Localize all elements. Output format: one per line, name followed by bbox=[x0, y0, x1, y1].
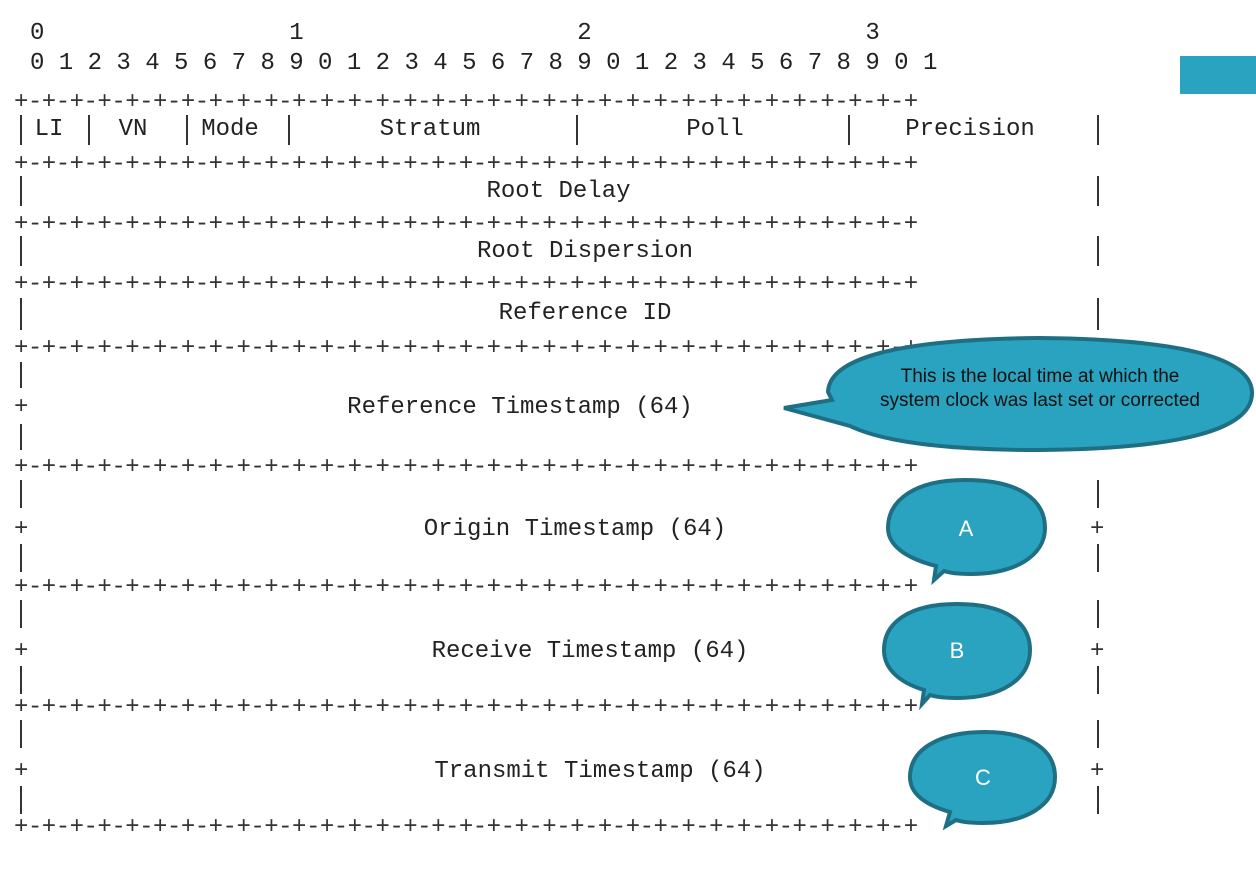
row-plus-marker: + bbox=[14, 638, 29, 665]
stratum-field: Stratum bbox=[379, 116, 481, 143]
root-dispersion-field: Root Dispersion bbox=[476, 238, 694, 265]
li-field: LI bbox=[34, 116, 64, 143]
field-border-left bbox=[20, 786, 22, 814]
reference-timestamp-field: Reference Timestamp (64) bbox=[347, 394, 693, 421]
field-border-right bbox=[1097, 298, 1099, 330]
reference-note-text: This is the local time at which the syst… bbox=[880, 366, 1200, 411]
field-border-right bbox=[1097, 786, 1099, 814]
bit-ruler-tens: 0 1 2 3 bbox=[30, 20, 880, 47]
field-divider bbox=[288, 115, 290, 145]
field-divider bbox=[88, 115, 90, 145]
origin-timestamp-field: Origin Timestamp (64) bbox=[423, 516, 727, 543]
precision-field: Precision bbox=[905, 116, 1035, 143]
field-border-right bbox=[1097, 236, 1099, 266]
callout-c-shape bbox=[907, 729, 1058, 831]
row-plus-marker: + bbox=[1090, 516, 1105, 543]
field-border-left bbox=[20, 720, 22, 748]
row-plus-marker: + bbox=[14, 758, 29, 785]
field-border-right bbox=[1097, 480, 1099, 508]
field-border-right bbox=[1097, 544, 1099, 572]
callout-b-label: B bbox=[949, 638, 965, 663]
row-separator: +-+-+-+-+-+-+-+-+-+-+-+-+-+-+-+-+-+-+-+-… bbox=[14, 335, 918, 362]
field-border-left bbox=[20, 298, 22, 330]
row-separator: +-+-+-+-+-+-+-+-+-+-+-+-+-+-+-+-+-+-+-+-… bbox=[14, 454, 918, 481]
row-separator: +-+-+-+-+-+-+-+-+-+-+-+-+-+-+-+-+-+-+-+-… bbox=[14, 694, 918, 721]
row-plus-marker: + bbox=[14, 516, 29, 543]
root-delay-field: Root Delay bbox=[486, 178, 631, 205]
field-border-right bbox=[1097, 666, 1099, 694]
callout-b-shape bbox=[881, 601, 1033, 711]
transmit-timestamp-field: Transmit Timestamp (64) bbox=[434, 758, 766, 785]
bit-ruler-units: 0 1 2 3 4 5 6 7 8 9 0 1 2 3 4 5 6 7 8 9 … bbox=[30, 50, 938, 77]
accent-bar bbox=[1180, 56, 1256, 94]
callout-a-label: A bbox=[958, 516, 974, 541]
field-border-left bbox=[20, 544, 22, 572]
field-divider bbox=[20, 115, 22, 145]
row-separator: +-+-+-+-+-+-+-+-+-+-+-+-+-+-+-+-+-+-+-+-… bbox=[14, 211, 918, 238]
vn-field: VN bbox=[118, 116, 148, 143]
field-border-left bbox=[20, 236, 22, 266]
field-divider bbox=[576, 115, 578, 145]
callout-a-shape bbox=[885, 477, 1048, 586]
field-border-right bbox=[1097, 176, 1099, 206]
field-border-left bbox=[20, 600, 22, 628]
field-divider bbox=[186, 115, 188, 145]
receive-timestamp-field: Receive Timestamp (64) bbox=[431, 638, 749, 665]
row-plus-marker: + bbox=[1090, 638, 1105, 665]
mode-field: Mode bbox=[201, 116, 259, 143]
field-border-left bbox=[20, 480, 22, 508]
reference-id-field: Reference ID bbox=[498, 300, 672, 327]
row-separator: +-+-+-+-+-+-+-+-+-+-+-+-+-+-+-+-+-+-+-+-… bbox=[14, 151, 918, 178]
reference-note-callout-shape bbox=[783, 335, 1255, 453]
row-plus-marker: + bbox=[1090, 758, 1105, 785]
field-border-right bbox=[1097, 600, 1099, 628]
row-separator: +-+-+-+-+-+-+-+-+-+-+-+-+-+-+-+-+-+-+-+-… bbox=[14, 271, 918, 298]
row-separator: +-+-+-+-+-+-+-+-+-+-+-+-+-+-+-+-+-+-+-+-… bbox=[14, 814, 918, 841]
field-border-right bbox=[1097, 720, 1099, 748]
callout-c-label: C bbox=[975, 765, 991, 790]
field-divider bbox=[1097, 115, 1099, 145]
row-separator: +-+-+-+-+-+-+-+-+-+-+-+-+-+-+-+-+-+-+-+-… bbox=[14, 574, 918, 601]
field-border-left bbox=[20, 666, 22, 694]
field-border-left bbox=[20, 176, 22, 206]
field-border-left bbox=[20, 424, 22, 450]
field-divider bbox=[848, 115, 850, 145]
field-border-left bbox=[20, 362, 22, 388]
row-separator: +-+-+-+-+-+-+-+-+-+-+-+-+-+-+-+-+-+-+-+-… bbox=[14, 89, 918, 116]
row-plus-marker: + bbox=[14, 394, 29, 421]
poll-field: Poll bbox=[686, 116, 744, 143]
